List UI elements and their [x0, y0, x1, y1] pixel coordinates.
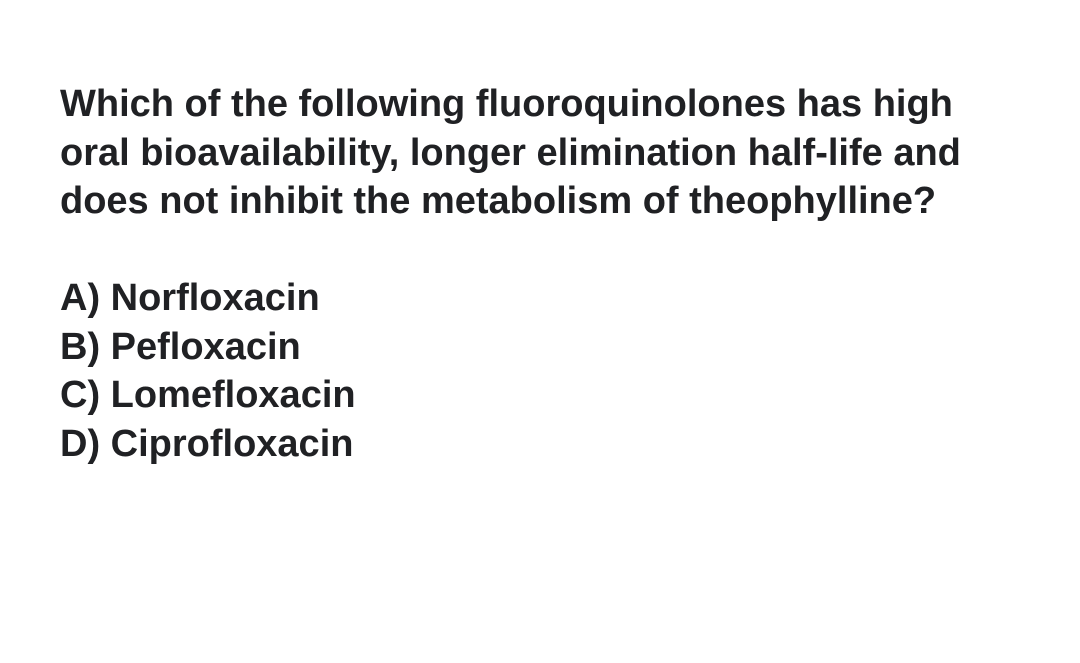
options-list: A) Norfloxacin B) Pefloxacin C) Lomeflox… — [60, 274, 1020, 469]
question-container: Which of the following fluoroquinolones … — [0, 0, 1080, 468]
option-a[interactable]: A) Norfloxacin — [60, 274, 1020, 323]
option-d[interactable]: D) Ciprofloxacin — [60, 420, 1020, 469]
option-b[interactable]: B) Pefloxacin — [60, 323, 1020, 372]
option-c[interactable]: C) Lomefloxacin — [60, 371, 1020, 420]
question-text: Which of the following fluoroquinolones … — [60, 80, 1020, 226]
